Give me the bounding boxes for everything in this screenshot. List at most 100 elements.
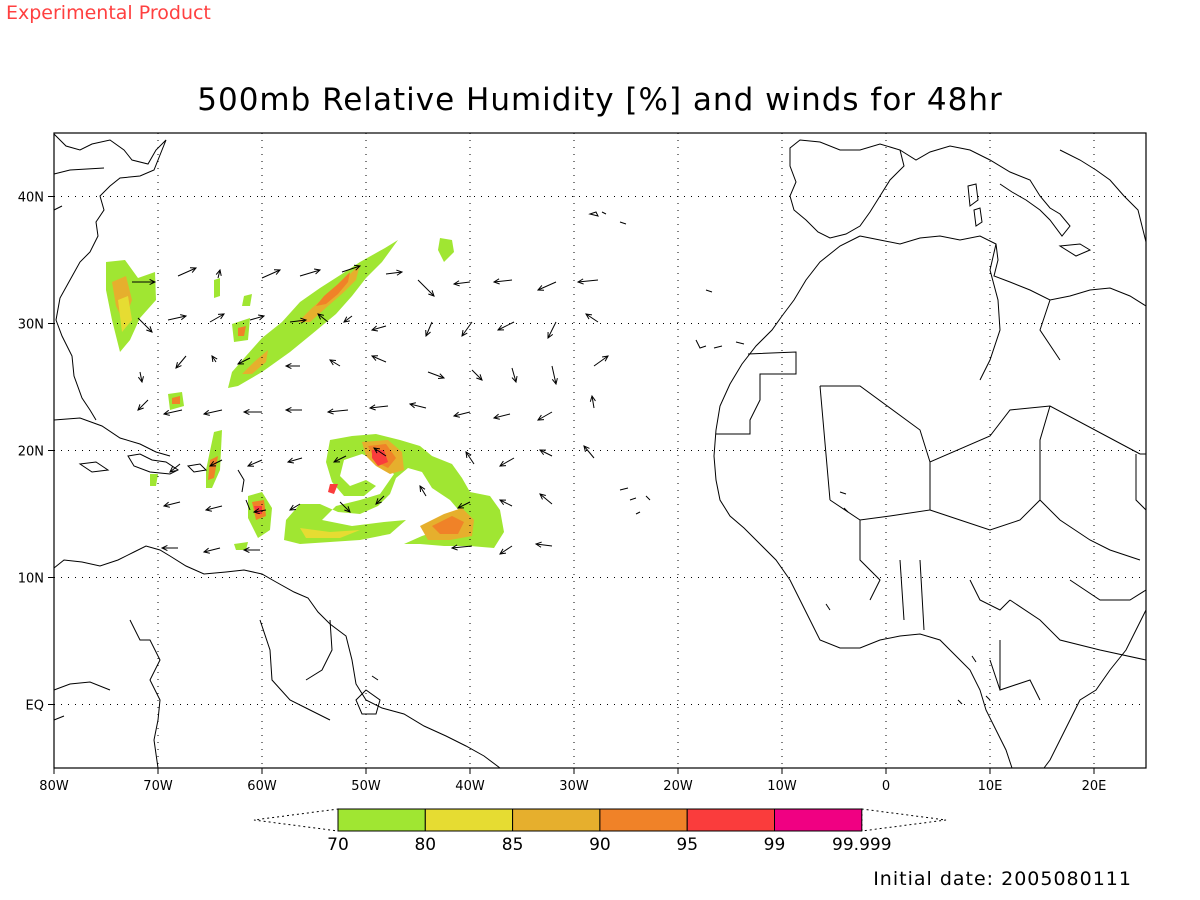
wind-arrow-head [456, 502, 465, 509]
wind-arrow-head [242, 546, 250, 554]
lat-label: 20N [18, 445, 44, 460]
wind-arrow-head [419, 485, 426, 493]
wind-arrow [461, 321, 473, 337]
wind-arrow [177, 267, 197, 277]
wind-arrow-head [242, 408, 250, 416]
wind-arrow [593, 355, 609, 367]
wind-arrow [375, 495, 385, 505]
wind-arrow [139, 371, 143, 383]
wind-arrow-head [284, 406, 292, 414]
wind-arrow [585, 313, 599, 323]
colorbar: 70 80 85 90 95 99 99.999 [253, 808, 947, 855]
wind-arrow [547, 321, 557, 339]
wind-arrow [583, 445, 595, 459]
wind-arrow-head [602, 355, 609, 362]
graticule [54, 133, 1146, 768]
wind-arrow [329, 359, 341, 367]
wind-arrow-head [180, 314, 188, 321]
wind-arrow-head [286, 457, 294, 464]
wind-arrow-head [204, 505, 212, 512]
wind-arrow [211, 355, 217, 363]
wind-arrow-head [428, 290, 435, 297]
wind-arrow-head [326, 408, 334, 415]
colorbar-swatch [599, 808, 688, 832]
wind-arrow [203, 547, 221, 553]
wind-arrow-head [370, 325, 378, 332]
wind-arrow-head [585, 313, 593, 320]
wind-arrow [499, 457, 515, 467]
wind-arrow [539, 493, 553, 505]
wind-arrow-head [465, 451, 472, 459]
wind-arrow-head [498, 499, 507, 506]
wind-arrow [511, 367, 517, 383]
lat-label: 40N [18, 191, 44, 206]
wind-arrow [289, 319, 307, 323]
wind-arrow [373, 447, 387, 457]
wind-arrow-head [149, 278, 157, 286]
wind-arrow-head [499, 460, 507, 467]
wind-arrow-head [492, 413, 500, 420]
wind-arrow-head [175, 362, 182, 369]
wind-arrow [163, 409, 183, 415]
wind-arrow-head [461, 330, 468, 337]
wind-arrow [409, 403, 427, 409]
wind-arrow-head [547, 331, 554, 340]
wind-arrow-head [189, 267, 198, 273]
europe-coast [789, 139, 905, 239]
north-america-coast [53, 133, 167, 421]
wind-arrow [425, 321, 433, 337]
wind-arrow-head [551, 378, 558, 386]
colorbar-label: 70 [327, 835, 349, 855]
colorbar-right-triangle [861, 808, 947, 832]
wind-arrow [209, 459, 223, 467]
wind-arrow [289, 503, 301, 511]
wind-arrow-head [258, 314, 266, 321]
colorbar-left-triangle [253, 808, 339, 832]
lon-label: 80W [39, 779, 69, 794]
wind-arrow-head [162, 501, 170, 508]
wind-arrow-head [246, 461, 255, 467]
wind-arrow-head [368, 404, 376, 411]
wind-arrow [209, 313, 225, 323]
lat-label: 10N [18, 572, 44, 587]
wind-arrow [493, 413, 511, 419]
wind-arrow [371, 325, 387, 331]
wind-arrow [497, 321, 515, 331]
colorbar-swatch [512, 808, 601, 832]
wind-arrow-head [202, 547, 210, 554]
wind-arrow [465, 451, 475, 465]
wind-arrow [167, 315, 187, 321]
wind-arrow [451, 545, 473, 549]
wind-arrow-head [160, 544, 168, 552]
wind-arrow [539, 449, 553, 457]
wind-arrow [163, 501, 181, 507]
wind-arrow [427, 371, 445, 379]
wind-arrow-head [217, 313, 225, 320]
wind-arrow [253, 509, 267, 513]
lon-label: 30W [559, 779, 589, 794]
lon-label: 50W [351, 779, 381, 794]
wind-arrow [299, 269, 321, 277]
lon-label: 0 [882, 779, 890, 794]
lon-label: 60W [247, 779, 277, 794]
wind-arrow [247, 459, 263, 467]
humidity-region-west [106, 260, 156, 352]
wind-arrow [591, 395, 595, 409]
wind-arrow [327, 409, 349, 413]
south-america-coast [53, 545, 501, 769]
wind-arrow-head [329, 359, 337, 366]
colorbar-swatch [424, 808, 514, 832]
colorbar-swatch [337, 808, 426, 832]
wind-arrow-head [284, 362, 292, 370]
initial-date: Initial date: 2005080111 [873, 868, 1132, 890]
wind-arrow-head [162, 409, 170, 416]
wind-arrow [175, 355, 187, 369]
wind-arrow-head [300, 317, 308, 324]
lat-label: EQ [26, 699, 44, 714]
wind-arrow [261, 269, 281, 279]
map-axes: 80W 70W 60W 50W 40W 30W 20W 10W 0 10E 20E EQ 10N 20N 3… [18, 191, 1107, 795]
wind-arrow-head [236, 358, 245, 365]
wind-arrow-head [375, 498, 382, 505]
wind-arrow-head [425, 329, 431, 338]
wind-arrow-head [452, 411, 460, 418]
